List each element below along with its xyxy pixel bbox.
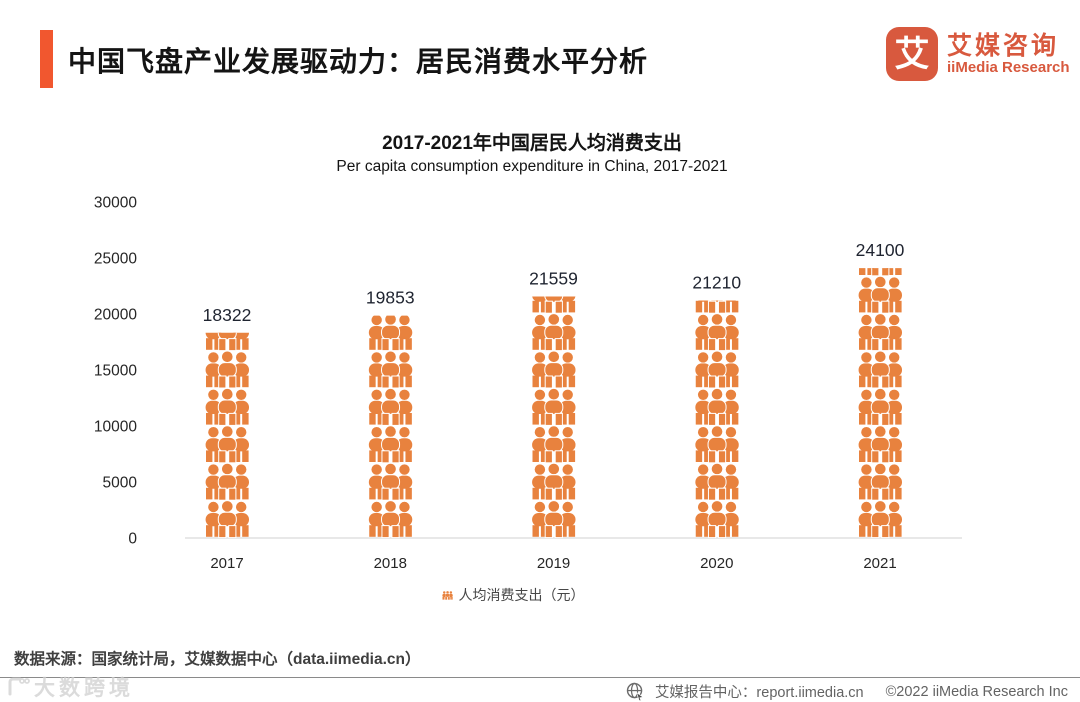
value-label-2018: 19853 [366, 288, 415, 308]
pictogram-bar-2017 [205, 332, 249, 538]
legend-person-icon [441, 590, 453, 600]
legend-label: 人均消费支出（元） [458, 587, 585, 603]
y-tick-label: 10000 [94, 419, 137, 436]
x-tick-label-2020: 2020 [700, 555, 733, 572]
y-tick-label: 5000 [103, 475, 138, 492]
pictogram-bar-2019 [532, 296, 576, 538]
watermark-logo-icon [8, 677, 30, 696]
y-tick-label: 0 [128, 531, 137, 548]
y-tick-label: 30000 [94, 195, 137, 212]
pictogram-bar-2020 [695, 300, 739, 538]
x-tick-label-2018: 2018 [374, 555, 407, 572]
y-tick-label: 15000 [94, 363, 137, 380]
title-accent-bar [40, 30, 53, 88]
pictogram-bar-2018 [368, 315, 413, 539]
report-center-bar: 艾媒报告中心：report.iimedia.cn ©2022 iiMedia R… [626, 681, 1068, 702]
value-label-2021: 24100 [856, 240, 905, 260]
logo-text-en: iiMedia Research [947, 58, 1070, 76]
value-label-2017: 18322 [203, 305, 252, 325]
y-tick-label: 25000 [94, 251, 137, 268]
iimedia-logo: 艾 艾媒咨询 iiMedia Research [886, 27, 1070, 81]
report-center-text: 艾媒报告中心：report.iimedia.cn [654, 685, 864, 701]
value-label-2019: 21559 [529, 269, 578, 289]
chart-subtitle: Per capita consumption expenditure in Ch… [336, 158, 728, 175]
logo-text-cn: 艾媒咨询 [947, 31, 1060, 60]
value-label-2020: 21210 [692, 272, 741, 292]
watermark: 大数跨境 [6, 672, 134, 702]
x-tick-label-2019: 2019 [537, 555, 570, 572]
chart-legend: 人均消费支出（元） [0, 585, 1026, 605]
x-tick-label-2021: 2021 [863, 555, 896, 572]
chart-title: 2017-2021年中国居民人均消费支出 [382, 133, 682, 154]
copyright-text: ©2022 iiMedia Research Inc [885, 683, 1068, 700]
data-source-note: 数据来源：国家统计局，艾媒数据中心（data.iimedia.cn） [14, 651, 421, 668]
footer-divider [0, 677, 1080, 678]
x-tick-label-2017: 2017 [210, 555, 243, 572]
y-tick-label: 20000 [94, 307, 137, 324]
page-title: 中国飞盘产业发展驱动力：居民消费水平分析 [68, 46, 649, 77]
pictogram-chart: 0 5000 10000 15000 20000 25000 30000 18322 2017 1… [94, 195, 962, 572]
globe-cursor-icon [626, 682, 644, 701]
watermark-text: 大数跨境 [34, 677, 134, 700]
iimedia-logo-icon: 艾 [886, 27, 938, 81]
pictogram-bar-2021 [858, 268, 902, 539]
